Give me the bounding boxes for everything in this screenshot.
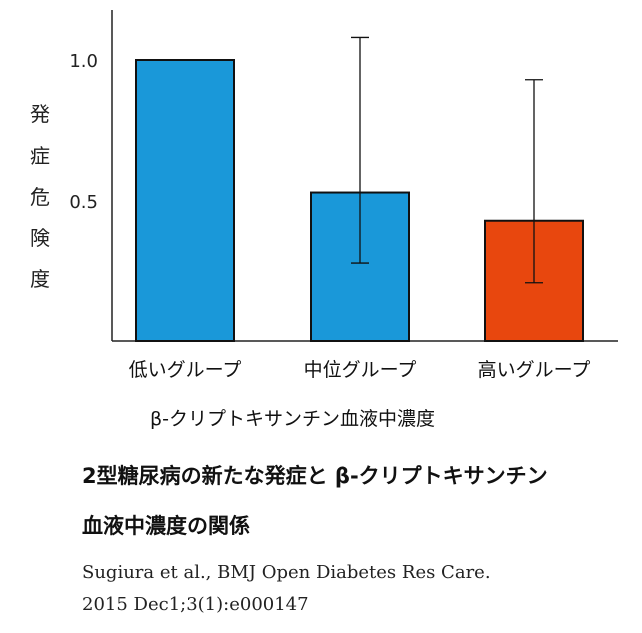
error-bar xyxy=(525,79,543,284)
caption-line-1: 2型糖尿病の新たな発症と β-クリプトキサンチン xyxy=(82,464,548,488)
bar xyxy=(135,59,235,342)
x-tick-label: 低いグループ xyxy=(129,359,242,381)
y-axis-label-char: 危 xyxy=(30,185,50,209)
x-tick-label: 中位グループ xyxy=(304,359,417,381)
y-axis-label-char: 険 xyxy=(30,226,50,250)
citation-line-1: Sugiura et al., BMJ Open Diabetes Res Ca… xyxy=(82,562,491,583)
y-axis-label-char: 発 xyxy=(30,102,50,126)
y-tick-label: 0.5 xyxy=(69,192,98,213)
citation-line-2: 2015 Dec1;3(1):e000147 xyxy=(82,594,309,615)
y-tick-label: 1.0 xyxy=(69,51,98,72)
x-axis-title: β-クリプトキサンチン血液中濃度 xyxy=(150,408,435,430)
error-bar xyxy=(351,36,369,264)
caption-line-2: 血液中濃度の関係 xyxy=(82,514,250,538)
y-axis-label-char: 症 xyxy=(30,144,50,168)
y-axis-label-char: 度 xyxy=(30,267,50,291)
x-tick-label: 高いグループ xyxy=(478,359,591,381)
